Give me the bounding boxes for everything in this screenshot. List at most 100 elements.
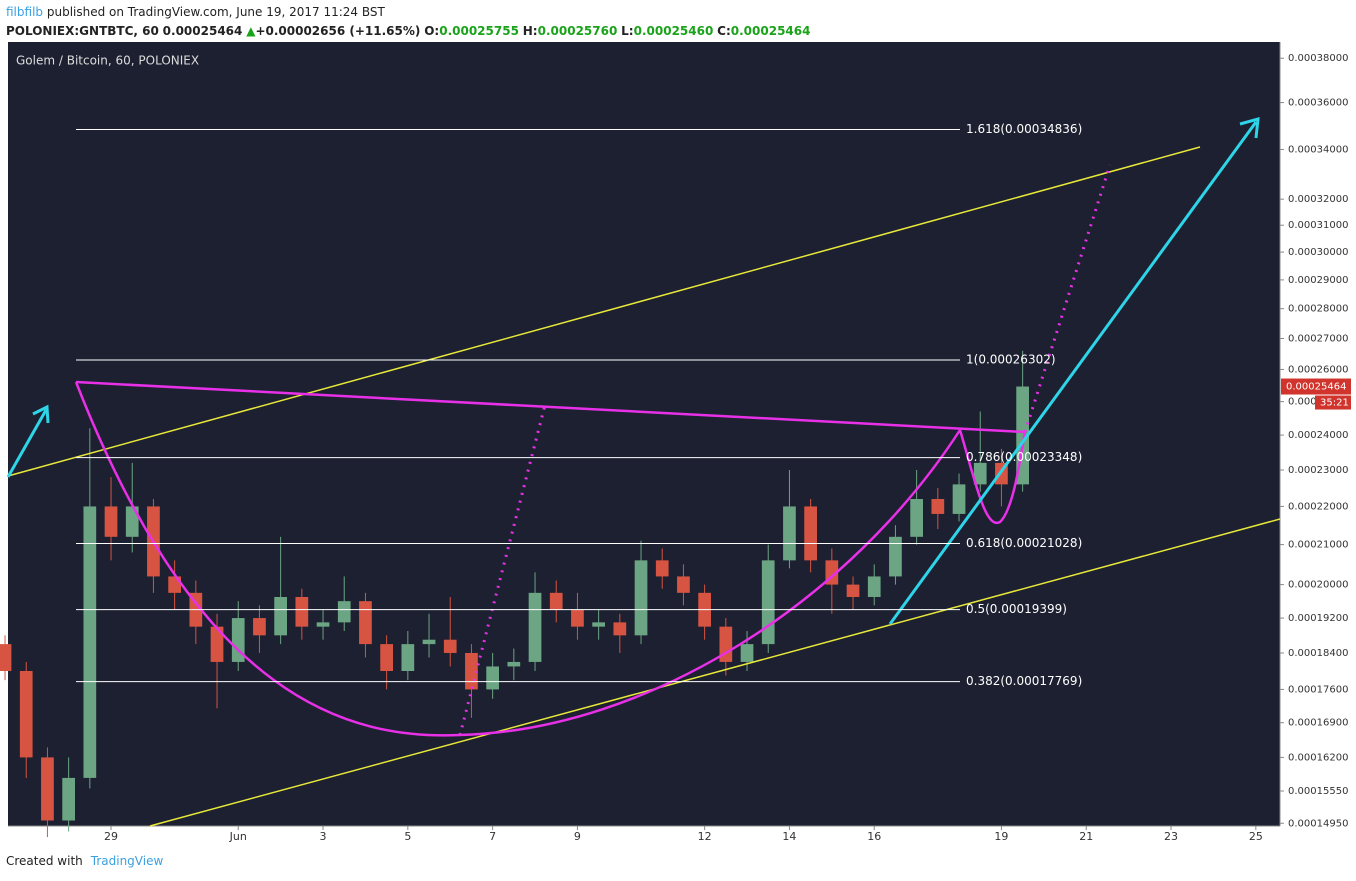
price-badge — [1281, 378, 1351, 395]
candle-body — [401, 644, 415, 672]
candle-body — [486, 666, 499, 690]
candle-body — [19, 671, 33, 758]
candle-body — [274, 596, 287, 636]
candle-body — [740, 644, 754, 662]
projection — [458, 404, 547, 736]
x-tick-label: Jun — [229, 830, 247, 843]
x-tick-label: 5 — [404, 830, 411, 843]
drawings — [6, 116, 1281, 827]
candle-body — [761, 560, 775, 645]
h-key: H: — [522, 24, 538, 38]
y-tick-label: 0.00015550 — [1288, 786, 1348, 797]
y-tick-label: 0.00029000 — [1288, 275, 1348, 286]
candle-body — [910, 499, 923, 537]
x-tick-label: 14 — [782, 830, 796, 843]
candle-body — [613, 622, 627, 636]
ohlc-line: POLONIEX:GNTBTC, 60 0.00025464 ▲+0.00002… — [6, 22, 810, 41]
brand[interactable]: TradingView — [90, 854, 164, 868]
y-tick-label: 0.00023000 — [1288, 465, 1348, 476]
plot-background — [8, 42, 1280, 826]
y-tick-label: 0.00014950 — [1288, 818, 1348, 829]
y-tick-label: 0.00018400 — [1288, 648, 1348, 659]
candle-body — [41, 757, 54, 821]
price-badge-label: 0.00025464 — [1286, 382, 1346, 393]
candle-body — [528, 592, 542, 662]
c-val: 0.00025464 — [730, 24, 811, 38]
candle-body — [677, 576, 690, 593]
fib-label: 0.786(0.00023348) — [966, 450, 1082, 464]
candle-body — [931, 499, 945, 514]
candle-body — [380, 644, 393, 672]
y-tick-label: 0.00024000 — [1288, 430, 1348, 441]
candle-body — [253, 618, 266, 636]
o-key: O: — [424, 24, 440, 38]
candle-body — [104, 506, 118, 537]
candle-body — [973, 462, 987, 485]
o-val: 0.00025755 — [439, 24, 519, 38]
y-tick-label: 0.00019200 — [1288, 613, 1348, 624]
header: filbfilb published on TradingView.com, J… — [6, 3, 810, 41]
arrow: ▲ — [246, 24, 256, 38]
h-val: 0.00025760 — [537, 24, 618, 38]
change: +0.00002656 (+11.65%) — [255, 24, 421, 38]
y-tick-label: 0.00028000 — [1288, 304, 1348, 315]
candle-body — [592, 622, 605, 627]
candle-body — [359, 601, 372, 645]
overlay: 1.618(0.00034836) 1(0.00026302) 0.786(0.00… — [76, 122, 1082, 688]
author[interactable]: filbfilb — [6, 5, 44, 19]
x-tick-label: 19 — [994, 830, 1008, 843]
y-tick-label: 0.00022000 — [1288, 501, 1348, 512]
candle-body — [719, 626, 733, 662]
candle-body — [231, 618, 245, 662]
y-tick-label: 0.00016900 — [1288, 718, 1348, 729]
candle-body — [83, 506, 97, 778]
fib-label: 1(0.00026302) — [966, 352, 1056, 366]
symbol: POLONIEX:GNTBTC, 60 — [6, 24, 159, 38]
footer: Created with TradingView — [6, 854, 163, 868]
candle-body — [295, 596, 309, 627]
chart-title: Golem / Bitcoin, 60, POLONIEX — [16, 54, 199, 68]
c-key: C: — [717, 24, 731, 38]
y-tick-label: 0.00031000 — [1288, 220, 1348, 231]
candle-body — [507, 661, 521, 667]
y-tick-label: 0.00034000 — [1288, 144, 1348, 155]
candle-body — [422, 639, 436, 645]
y-tick-label: 0.00020000 — [1288, 580, 1348, 591]
y-tick-label: 0.00030000 — [1288, 247, 1348, 258]
x-tick-label: 3 — [320, 830, 327, 843]
arrow-line — [888, 121, 1258, 625]
arrow-head — [32, 404, 50, 424]
fib-label: 0.382(0.00017769) — [966, 674, 1082, 688]
x-tick-label: 12 — [698, 830, 712, 843]
candle-body — [549, 592, 563, 610]
l-key: L: — [621, 24, 634, 38]
projection — [1023, 164, 1112, 433]
x-tick-label: 16 — [867, 830, 881, 843]
candle-body — [337, 601, 351, 623]
x-tick-label: 29 — [104, 830, 118, 843]
channel-lower — [149, 518, 1281, 827]
candle-body — [655, 560, 669, 577]
candle-body — [889, 536, 902, 577]
y-tick-label: 0.00038000 — [1288, 53, 1348, 64]
candle-body — [62, 777, 75, 821]
channel-upper — [7, 146, 1201, 477]
countdown: 35:21 — [1320, 398, 1349, 409]
x-tick-label: 25 — [1249, 830, 1263, 843]
candle-body — [804, 506, 817, 561]
candle-body — [867, 576, 881, 597]
created-with: Created with — [6, 854, 83, 868]
y-tick-label: 0.00016200 — [1288, 752, 1348, 763]
y-tick-label: 0.00036000 — [1288, 98, 1348, 109]
y-tick-label: 0.00026000 — [1288, 364, 1348, 375]
fib-label: 0.618(0.00021028) — [966, 536, 1082, 550]
x-tick-label: 23 — [1164, 830, 1178, 843]
y-tick-label: 0.00017600 — [1288, 684, 1348, 695]
candle-body — [952, 484, 966, 514]
candles — [0, 350, 1029, 838]
candle-body — [210, 626, 224, 662]
price: 0.00025464 — [162, 24, 243, 38]
candle-body — [443, 639, 457, 653]
candle-body — [846, 584, 860, 597]
